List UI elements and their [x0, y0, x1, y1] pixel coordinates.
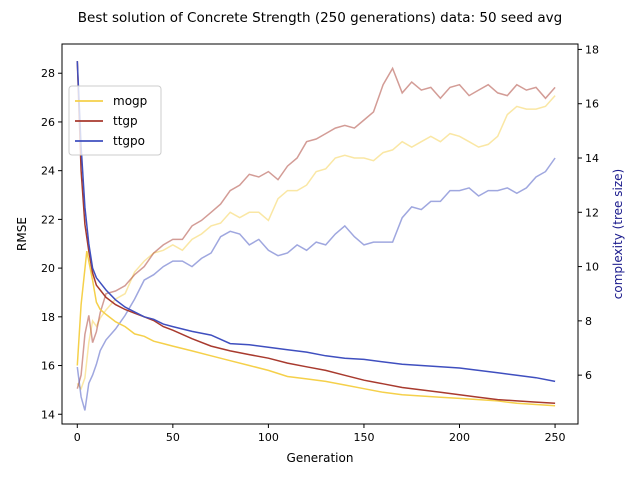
complexity-line-4 — [76, 66, 556, 389]
y2-tick-label: 6 — [585, 369, 592, 382]
y2-tick-label: 10 — [585, 261, 599, 274]
y-tick-label: 22 — [41, 213, 55, 226]
x-tick-label: 100 — [258, 431, 279, 444]
y2-axis-ticks: 6 8 10 12 14 16 18 — [578, 43, 599, 382]
x-axis-label: Generation — [287, 451, 354, 465]
complexity-line-3 — [76, 95, 556, 391]
legend-box — [68, 85, 162, 156]
rmse-line-1 — [76, 61, 556, 405]
y2-axis-label: complexity (tree size) — [611, 169, 625, 299]
y-tick-label: 28 — [41, 67, 55, 80]
x-tick-label: 50 — [166, 431, 180, 444]
legend: mogp ttgp ttgpo — [68, 85, 162, 156]
rmse-line-0 — [76, 250, 556, 407]
y-tick-label: 14 — [41, 408, 55, 421]
x-tick-label: 250 — [545, 431, 566, 444]
plot-lines — [76, 61, 556, 411]
legend-label: ttgpo — [113, 134, 145, 148]
x-axis-ticks: 0 50 100 150 200 250 — [74, 424, 566, 444]
y-axis-ticks: 14 16 18 20 22 24 26 28 — [41, 67, 62, 421]
y2-tick-label: 16 — [585, 98, 599, 111]
x-tick-label: 150 — [353, 431, 374, 444]
legend-label: ttgp — [113, 114, 138, 128]
legend-label: mogp — [113, 94, 147, 108]
x-tick-label: 0 — [74, 431, 81, 444]
y2-tick-label: 8 — [585, 315, 592, 328]
y-tick-label: 18 — [41, 311, 55, 324]
y2-tick-label: 18 — [585, 43, 599, 56]
y2-tick-label: 12 — [585, 206, 599, 219]
x-tick-label: 200 — [449, 431, 470, 444]
chart-title: Best solution of Concrete Strength (250 … — [78, 10, 562, 26]
y2-tick-label: 14 — [585, 152, 599, 165]
y-tick-label: 20 — [41, 262, 55, 275]
y-tick-label: 16 — [41, 360, 55, 373]
y-tick-label: 24 — [41, 165, 55, 178]
complexity-line-5 — [76, 157, 556, 411]
y-tick-label: 26 — [41, 116, 55, 129]
rmse-line-2 — [76, 61, 556, 383]
plot-frame — [61, 43, 579, 425]
y-axis-label: RMSE — [15, 217, 29, 251]
